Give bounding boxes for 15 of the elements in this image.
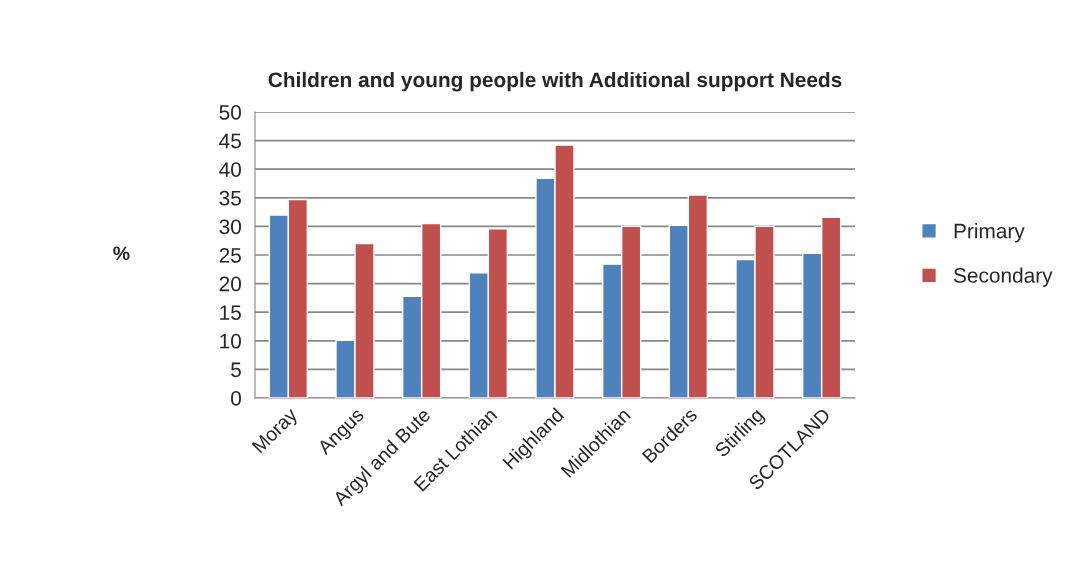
y-tick-label: 35 <box>219 190 241 206</box>
y-tick-label: 20 <box>219 276 241 292</box>
legend-label: Secondary <box>953 267 1053 287</box>
y-tick-label: 5 <box>231 362 241 378</box>
chart-title: Children and young people with Additional support Needs <box>268 71 842 92</box>
y-tick-label: 25 <box>219 248 241 263</box>
y-tick-label: 10 <box>220 333 241 349</box>
legend-label: Primary <box>954 223 1025 243</box>
y-tick-label: 40 <box>219 162 241 177</box>
y-axis-title: % <box>113 246 130 261</box>
y-tick-label: 15 <box>220 305 241 320</box>
y-tick-label: 45 <box>219 133 241 149</box>
y-tick-label: 50 <box>219 105 241 120</box>
y-tick-label: 30 <box>219 219 241 235</box>
y-tick-label: 0 <box>231 391 241 406</box>
